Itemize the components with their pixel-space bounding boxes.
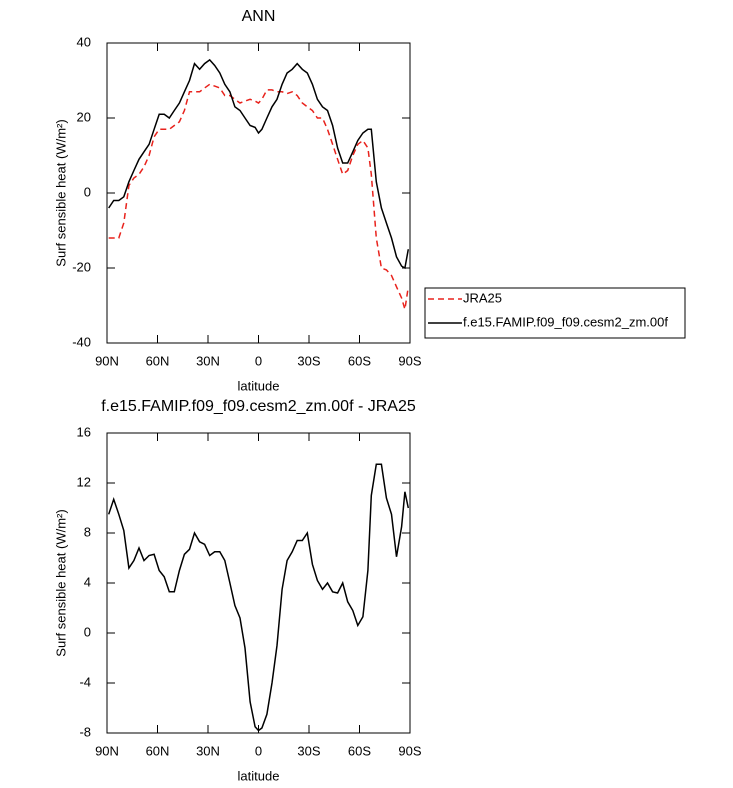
y-tick-label: 40: [77, 34, 91, 49]
data-line: [107, 463, 410, 732]
x-tick-label: 30S: [297, 743, 320, 758]
y-tick-label: 8: [84, 524, 91, 539]
y-tick-label: 4: [84, 574, 91, 589]
y-tick-label: -4: [79, 674, 91, 689]
y-tick-label: 16: [77, 424, 91, 439]
legend-box: [424, 287, 686, 339]
x-tick-label: 60S: [348, 353, 371, 368]
y-tick-label: 0: [84, 624, 91, 639]
plot-frame: [106, 432, 411, 734]
x-tick-label: 30N: [196, 353, 220, 368]
y-tick-label: 20: [77, 109, 91, 124]
data-line: [108, 58, 410, 270]
x-tick-label: 90S: [398, 353, 421, 368]
y-axis-label: Surf sensible heat (W/m²): [53, 119, 68, 266]
x-tick-label: 90S: [398, 743, 421, 758]
x-tick-label: 0: [255, 743, 262, 758]
y-tick-label: 0: [84, 184, 91, 199]
data-line: [108, 83, 410, 310]
y-tick-label: -20: [72, 259, 91, 274]
legend-label: JRA25: [463, 290, 502, 305]
y-tick-label: -40: [72, 334, 91, 349]
x-tick-label: 30N: [196, 743, 220, 758]
legend-label: f.e15.FAMIP.f09_f09.cesm2_zm.00f: [463, 314, 668, 329]
x-tick-label: 30S: [297, 353, 320, 368]
x-tick-label: 90N: [95, 353, 119, 368]
x-tick-label: 60N: [146, 743, 170, 758]
x-tick-label: 90N: [95, 743, 119, 758]
y-tick-label: -8: [79, 724, 91, 739]
chart-title: f.e15.FAMIP.f09_f09.cesm2_zm.00f - JRA25: [101, 398, 416, 415]
x-axis-label: latitude: [238, 378, 280, 393]
x-tick-label: 60S: [348, 743, 371, 758]
x-tick-label: 0: [255, 353, 262, 368]
y-axis-label: Surf sensible heat (W/m²): [53, 509, 68, 656]
plot-frame: [106, 42, 411, 344]
y-tick-label: 12: [77, 474, 91, 489]
x-axis-label: latitude: [238, 768, 280, 783]
chart-title: ANN: [242, 8, 276, 25]
x-tick-label: 60N: [146, 353, 170, 368]
